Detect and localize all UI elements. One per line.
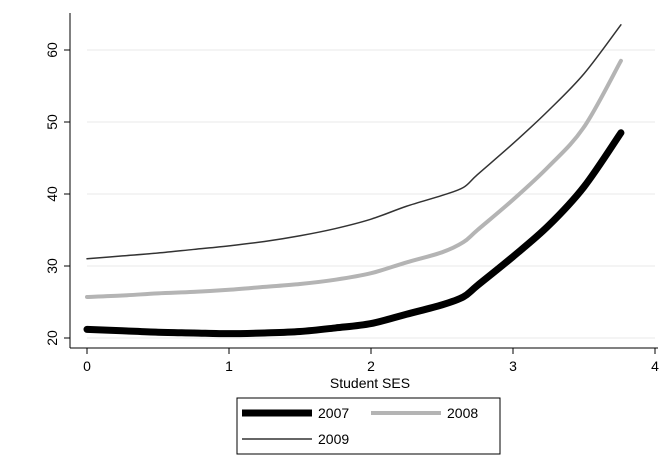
x-axis-label: Student SES — [330, 375, 410, 391]
y-tick-label: 60 — [44, 42, 60, 58]
series-line-2008 — [85, 58, 623, 299]
x-tick-label: 1 — [225, 358, 233, 374]
series-line-2009 — [86, 24, 622, 260]
legend-label-2009: 2009 — [318, 431, 349, 447]
legend-label-2008: 2008 — [447, 405, 478, 421]
x-tick-label: 4 — [651, 358, 659, 374]
x-tick-label: 2 — [367, 358, 375, 374]
legend-box — [236, 397, 501, 455]
legend: 2007 2008 2009 — [236, 397, 501, 455]
y-tick-label: 30 — [44, 258, 60, 274]
gridlines — [87, 49, 655, 339]
x-tick-label: 3 — [509, 358, 517, 374]
series-line-2007 — [83, 129, 625, 338]
y-tick-label: 50 — [44, 114, 60, 130]
series-lines — [83, 24, 625, 338]
x-tick-label: 0 — [83, 358, 91, 374]
y-tick-label: 20 — [44, 330, 60, 346]
axes — [69, 13, 658, 349]
y-tick-label: 40 — [44, 186, 60, 202]
legend-label-2007: 2007 — [318, 405, 349, 421]
tick-group: 20 30 40 50 60 0 1 2 3 4 — [44, 42, 659, 374]
